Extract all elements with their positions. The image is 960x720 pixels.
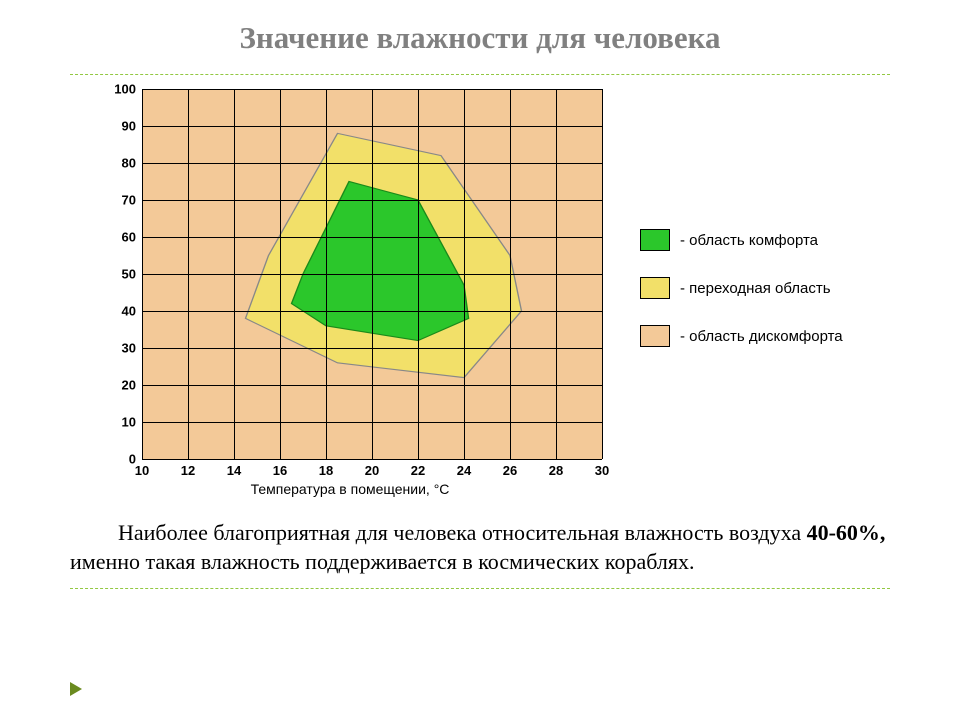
chart-row: Относительная влажность, % 0102030405060…	[70, 79, 890, 499]
legend-label: - область комфорта	[680, 232, 818, 249]
gridline-v	[280, 89, 281, 459]
chart-area: Относительная влажность, % 0102030405060…	[70, 79, 630, 499]
x-axis-label: Температура в помещении, °С	[251, 481, 450, 497]
xtick-label: 14	[227, 463, 241, 478]
ytick-label: 50	[122, 267, 136, 282]
xtick-label: 30	[595, 463, 609, 478]
footer-arrow-icon	[70, 682, 82, 696]
ytick-label: 20	[122, 378, 136, 393]
slide: Значение влажности для человека Относите…	[0, 0, 960, 720]
body-bold: 40-60%,	[807, 520, 886, 545]
body-pre: Наиболее благоприятная для человека отно…	[118, 520, 807, 545]
xtick-label: 22	[411, 463, 425, 478]
legend-swatch	[640, 229, 670, 251]
xtick-label: 12	[181, 463, 195, 478]
ytick-label: 30	[122, 341, 136, 356]
gridline-v	[602, 89, 603, 459]
xtick-label: 24	[457, 463, 471, 478]
gridline-v	[188, 89, 189, 459]
ytick-label: 10	[122, 415, 136, 430]
gridline-h	[142, 459, 602, 460]
gridline-v	[418, 89, 419, 459]
divider-top	[70, 74, 890, 75]
divider-bottom	[70, 588, 890, 589]
gridline-v	[142, 89, 143, 459]
ytick-label: 100	[114, 82, 136, 97]
xtick-label: 16	[273, 463, 287, 478]
xtick-label: 20	[365, 463, 379, 478]
ytick-label: 40	[122, 304, 136, 319]
xtick-label: 10	[135, 463, 149, 478]
xtick-label: 18	[319, 463, 333, 478]
ytick-label: 90	[122, 119, 136, 134]
gridline-v	[510, 89, 511, 459]
ytick-label: 80	[122, 156, 136, 171]
gridline-v	[372, 89, 373, 459]
legend-label: - область дискомфорта	[680, 328, 843, 345]
legend: - область комфорта - переходная область - …	[640, 229, 843, 373]
legend-item: - область комфорта	[640, 229, 843, 251]
plot: 0102030405060708090100101214161820222426…	[142, 89, 602, 459]
page-title: Значение влажности для человека	[70, 20, 890, 56]
xtick-label: 26	[503, 463, 517, 478]
gridline-v	[556, 89, 557, 459]
ytick-label: 70	[122, 193, 136, 208]
body-paragraph: Наиболее благоприятная для человека отно…	[70, 519, 890, 576]
gridline-v	[326, 89, 327, 459]
legend-swatch	[640, 325, 670, 347]
xtick-label: 28	[549, 463, 563, 478]
legend-label: - переходная область	[680, 280, 831, 297]
legend-item: - переходная область	[640, 277, 843, 299]
ytick-label: 60	[122, 230, 136, 245]
gridline-v	[234, 89, 235, 459]
body-post: именно такая влажность поддерживается в …	[70, 549, 694, 574]
legend-item: - область дискомфорта	[640, 325, 843, 347]
legend-swatch	[640, 277, 670, 299]
gridline-v	[464, 89, 465, 459]
